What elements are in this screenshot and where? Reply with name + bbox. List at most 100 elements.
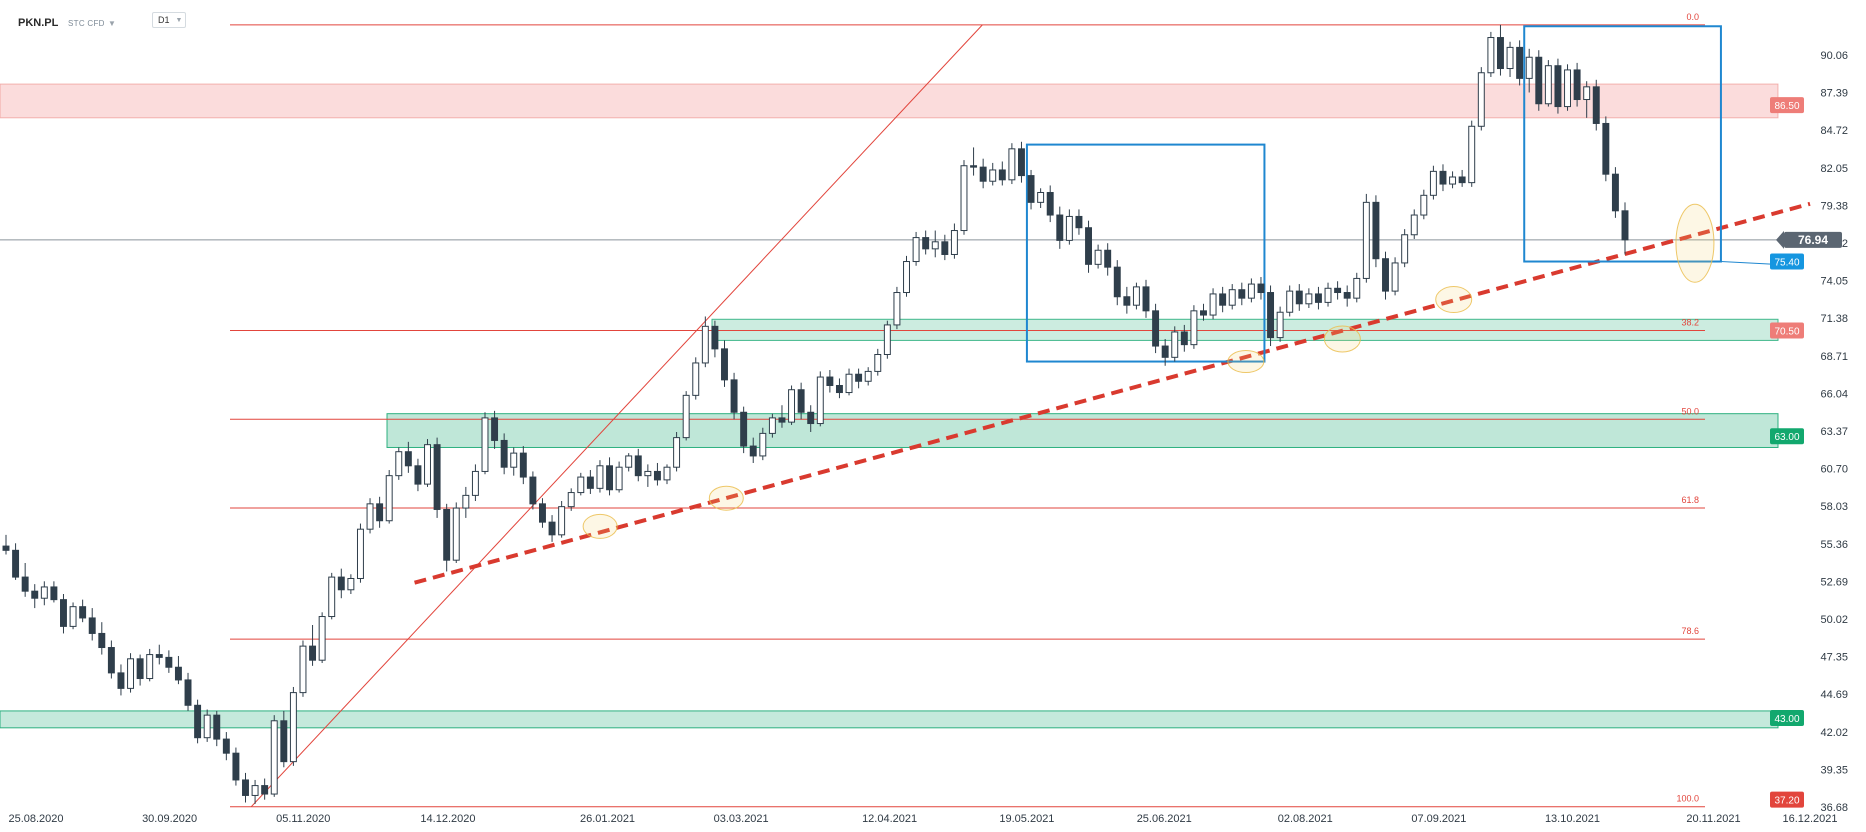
candles-layer <box>2 24 1629 804</box>
y-tick-label: 74.05 <box>1820 276 1848 288</box>
candle-down <box>60 599 67 627</box>
timeframe-selector[interactable]: D1 ▼ <box>152 12 186 28</box>
level-tag-43.00-bg <box>1770 709 1804 726</box>
candle-up <box>663 466 671 481</box>
candle-down <box>88 617 96 634</box>
candle-down <box>136 658 144 680</box>
candle-up <box>1391 262 1399 292</box>
candle-down <box>730 379 738 413</box>
last-price-pointer <box>1776 230 1784 249</box>
candle-down <box>98 632 106 649</box>
candle-down <box>1382 258 1389 292</box>
candle-up <box>673 437 681 468</box>
candle-up <box>1037 191 1045 203</box>
candle-down <box>1017 148 1025 177</box>
candle-down <box>855 373 863 382</box>
candle-up <box>1276 311 1284 339</box>
candle-down <box>184 679 192 706</box>
candle-up <box>1209 293 1217 316</box>
x-tick-label: 02.08.2021 <box>1278 813 1333 825</box>
candle-down <box>194 704 202 739</box>
candle-down <box>222 738 230 754</box>
candle-down <box>653 470 661 481</box>
candle-up <box>931 241 939 250</box>
zones-layer <box>0 83 1779 729</box>
candle-up <box>1228 289 1236 306</box>
level-tag-63.00: 63.00 <box>1774 432 1799 443</box>
candle-down <box>970 165 978 168</box>
candle-up <box>692 362 700 396</box>
candle-down <box>1602 122 1610 175</box>
fib-label-61.8: 61.8 <box>1681 495 1699 505</box>
candle-down <box>1496 37 1504 70</box>
candle-down <box>155 654 163 658</box>
symbol-name[interactable]: PKN.PL <box>18 17 59 29</box>
y-tick-label: 84.72 <box>1820 125 1848 137</box>
candle-down <box>404 451 412 467</box>
candle-up <box>1305 293 1313 305</box>
candle-up <box>1429 170 1437 196</box>
y-tick-label: 42.02 <box>1820 727 1848 739</box>
candle-down <box>548 521 556 536</box>
candle-up <box>347 577 355 591</box>
candle-up <box>903 261 910 294</box>
candle-up <box>558 506 566 536</box>
candle-down <box>1458 176 1466 184</box>
candle-down <box>107 647 115 674</box>
fib-label-0.0: 0.0 <box>1686 12 1699 22</box>
box-level-connector <box>1720 261 1777 265</box>
candle-up <box>845 373 853 394</box>
trend-line-dashed <box>414 201 1811 585</box>
candle-down <box>1314 293 1322 303</box>
level-tag-37.20: 37.20 <box>1774 796 1799 807</box>
candle-up <box>318 616 326 661</box>
candle-down <box>1295 290 1303 305</box>
x-tick-label: 26.01.2021 <box>580 813 635 825</box>
y-tick-label: 68.71 <box>1820 351 1848 363</box>
candle-down <box>31 590 39 599</box>
caret-down-icon[interactable]: ▼ <box>108 18 116 28</box>
candle-down <box>1046 191 1054 216</box>
candle-down <box>174 666 182 681</box>
candle-up <box>1401 234 1409 264</box>
candle-up <box>1487 37 1495 74</box>
candle-up <box>1420 194 1428 216</box>
candle-down <box>1573 69 1581 101</box>
candle-up <box>1171 331 1179 358</box>
candle-down <box>1516 46 1524 79</box>
candle-up <box>950 230 958 255</box>
candle-up <box>682 394 690 439</box>
y-tick-label: 66.04 <box>1820 388 1848 400</box>
candle-up <box>644 470 652 477</box>
candle-down <box>519 452 527 478</box>
candle-down <box>280 720 288 763</box>
candle-up <box>251 785 259 796</box>
candle-up <box>395 451 403 477</box>
candle-up <box>510 452 518 468</box>
candle-up <box>1410 214 1418 236</box>
candle-down <box>491 417 499 441</box>
candle-down <box>443 508 451 561</box>
resistance-zone-86-50 <box>0 83 1779 119</box>
candle-down <box>740 411 748 447</box>
candle-up <box>289 692 297 763</box>
y-tick-label: 71.38 <box>1820 313 1848 325</box>
drawings-layer: 0.0 38.2 50.0 61.8 78.6 100.0 <box>230 12 1811 808</box>
candle-down <box>778 417 786 423</box>
fib-label-100.0: 100.0 <box>1676 794 1699 804</box>
candle-up <box>270 720 278 795</box>
candle-down <box>606 465 614 491</box>
candle-down <box>1104 249 1112 268</box>
candle-up <box>1286 290 1294 313</box>
candle-down <box>797 389 805 413</box>
y-tick-label: 44.69 <box>1820 689 1848 701</box>
candle-up <box>452 507 460 561</box>
candle-up <box>912 237 920 263</box>
x-tick-label: 13.10.2021 <box>1545 813 1600 825</box>
candle-down <box>1439 170 1447 185</box>
candle-down <box>1611 173 1619 212</box>
candle-up <box>1544 65 1552 105</box>
instrument-type: STC CFD <box>68 18 105 28</box>
candle-down <box>213 714 221 740</box>
